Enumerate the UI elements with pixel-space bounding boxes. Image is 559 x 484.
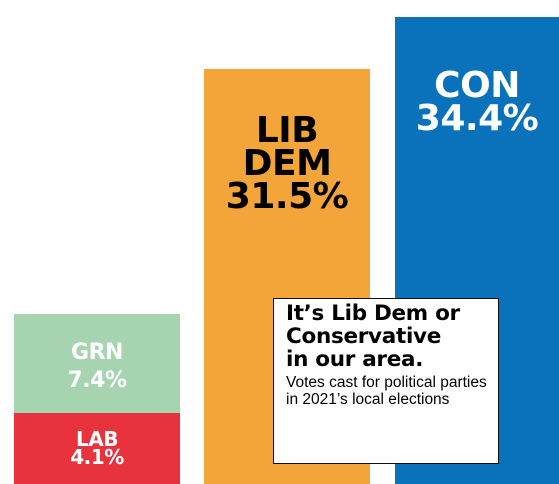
con-name: CON bbox=[434, 65, 520, 106]
bar-grn: GRN 7.4% bbox=[14, 314, 180, 413]
lib-dem-value: 31.5% bbox=[225, 176, 349, 218]
con-value: 34.4% bbox=[415, 98, 539, 140]
con-label: CON 34.4% bbox=[395, 65, 559, 140]
callout-box: It’s Lib Dem or Conservative in our area… bbox=[273, 298, 499, 464]
callout-title-line-1: It’s Lib Dem or bbox=[286, 301, 460, 326]
lab-value: 4.1% bbox=[70, 445, 124, 470]
lib-dem-name-2: DEM bbox=[242, 143, 332, 185]
callout-subtitle: Votes cast for political parties in 2021… bbox=[286, 374, 487, 409]
callout-title: It’s Lib Dem or Conservative in our area… bbox=[286, 301, 488, 372]
callout-title-line-2: Conservative bbox=[286, 323, 442, 349]
grn-value: 7.4% bbox=[67, 368, 127, 394]
lab-label: LAB 4.1% bbox=[14, 427, 180, 470]
lab-name: LAB bbox=[76, 427, 118, 451]
lib-dem-name-1: LIB bbox=[255, 110, 319, 151]
grn-label: GRN 7.4% bbox=[14, 339, 180, 395]
bar-lab: LAB 4.1% bbox=[14, 413, 180, 484]
grn-name: GRN bbox=[71, 340, 123, 365]
lib-dem-label: LIB DEM 31.5% bbox=[204, 110, 370, 218]
callout-title-line-3: in our area. bbox=[286, 346, 424, 372]
